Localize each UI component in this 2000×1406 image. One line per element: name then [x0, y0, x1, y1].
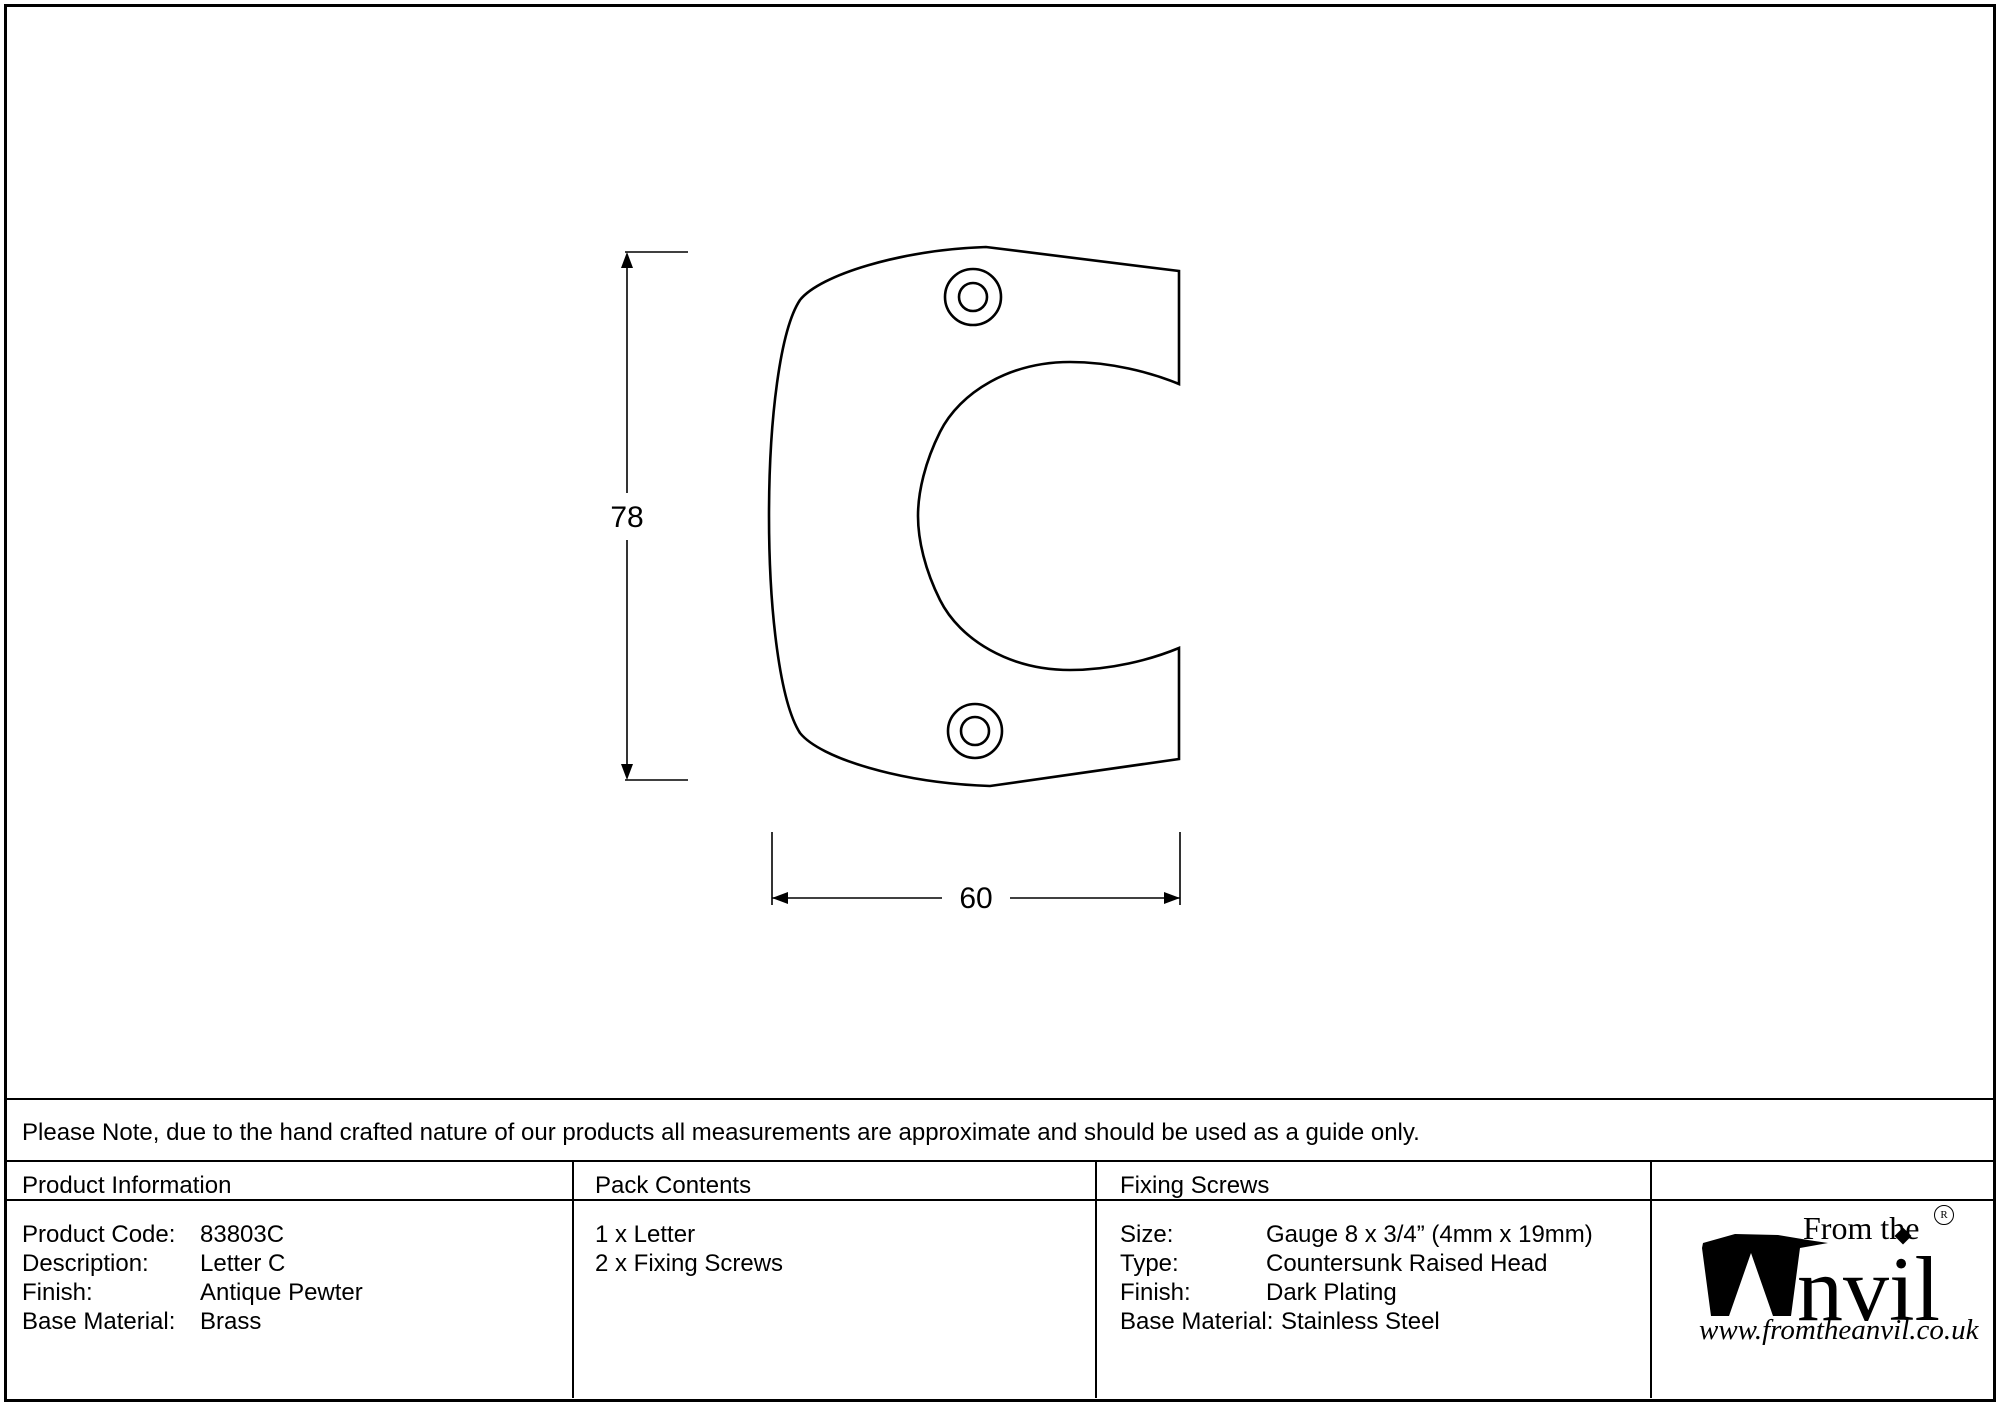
svg-text:78: 78 — [610, 501, 643, 534]
svg-text:60: 60 — [959, 882, 992, 915]
